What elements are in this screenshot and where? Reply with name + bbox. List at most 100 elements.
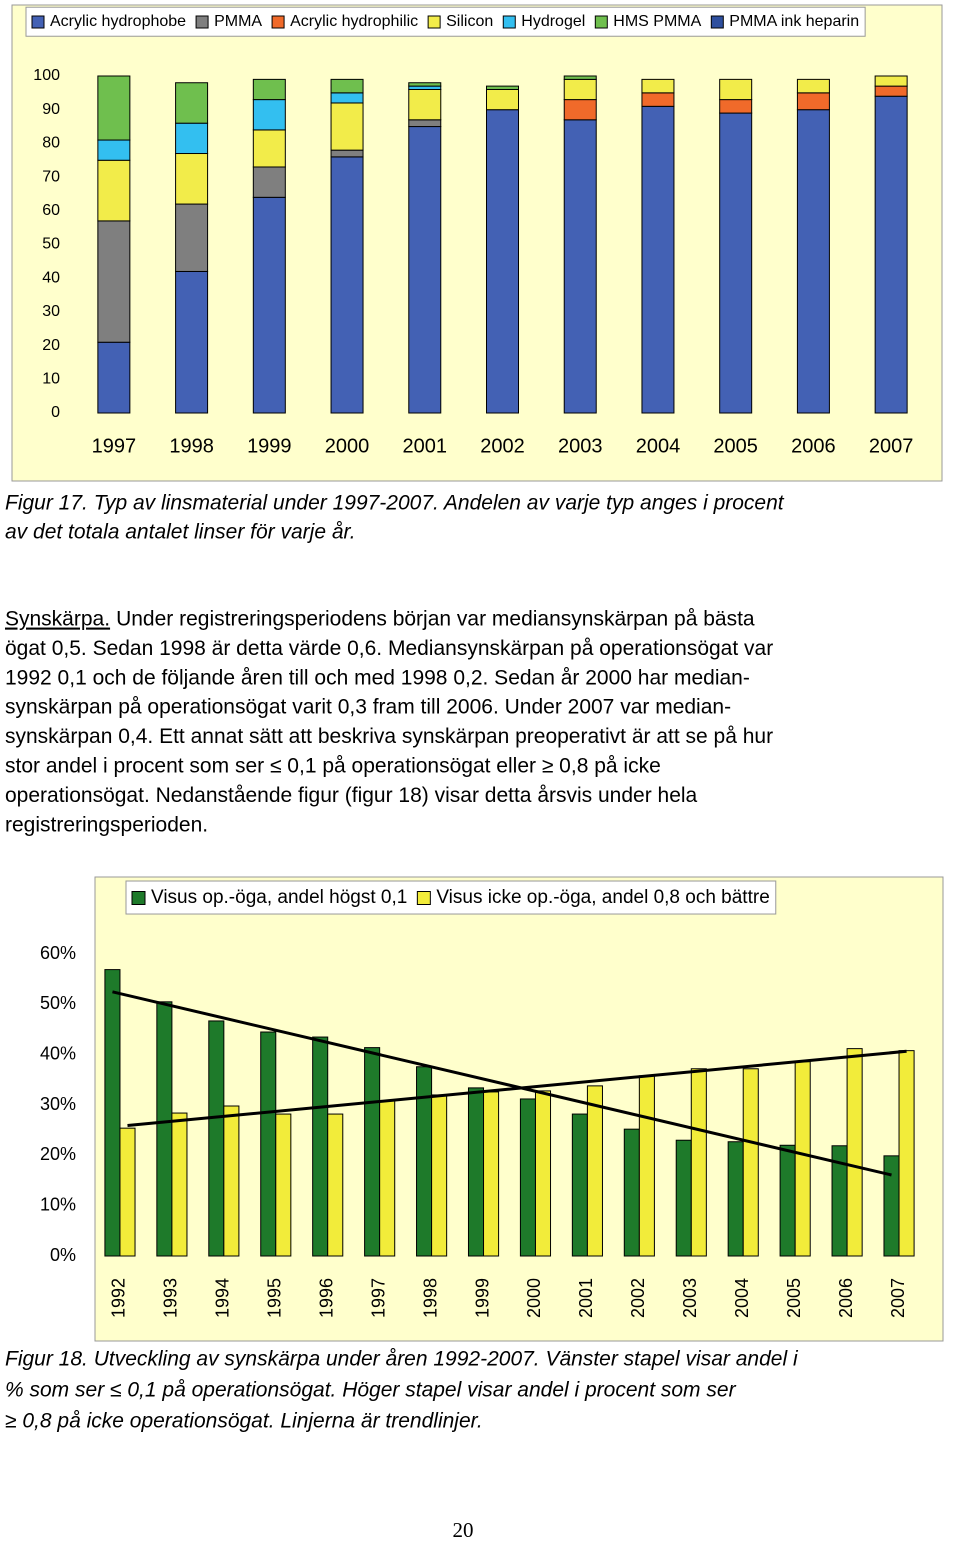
y-tick-label: 60 xyxy=(42,202,60,219)
x-tick-label: 1995 xyxy=(265,1278,285,1318)
legend-box xyxy=(25,6,866,37)
bar xyxy=(364,1047,381,1257)
bar xyxy=(379,1100,396,1257)
caption-18-line: Figur 18. Utveckling av synskärpa under … xyxy=(5,1348,799,1371)
legend-swatch xyxy=(427,15,441,29)
caption-18-line: % som ser ≤ 0,1 på operationsögat. Höger… xyxy=(5,1379,737,1402)
x-tick-label: 2003 xyxy=(680,1278,700,1318)
bar xyxy=(416,1066,433,1257)
legend-label: PMMA xyxy=(214,13,262,30)
bar-segment xyxy=(408,82,442,87)
bar-segment xyxy=(408,85,442,90)
legend-swatch xyxy=(416,891,431,905)
bar xyxy=(675,1139,692,1257)
y-tick-label: 40% xyxy=(40,1043,76,1063)
y-tick-label: 0% xyxy=(50,1245,76,1265)
x-tick-label: 1997 xyxy=(92,435,137,457)
paragraph-line: registreringsperioden. xyxy=(5,813,208,836)
bar-segment xyxy=(719,112,753,414)
bar-segment xyxy=(252,129,286,168)
bar xyxy=(327,1113,344,1257)
x-tick-label: 1994 xyxy=(213,1278,233,1318)
bar xyxy=(467,1087,485,1257)
x-tick-label: 2007 xyxy=(869,435,914,457)
bar-segment xyxy=(252,78,286,101)
bar-segment xyxy=(486,88,519,111)
bar-segment xyxy=(719,99,753,114)
bar-segment xyxy=(486,109,519,414)
trendline xyxy=(127,1049,907,1128)
x-tick-label: 2004 xyxy=(636,435,681,457)
x-tick-label: 2002 xyxy=(628,1278,648,1318)
bar-segment xyxy=(874,75,908,87)
y-tick-label: 30 xyxy=(42,303,60,320)
bar xyxy=(571,1113,588,1257)
bar-segment xyxy=(330,92,364,104)
x-tick-label: 1993 xyxy=(161,1278,181,1318)
paragraph-line: 1992 0,1 och de följande åren till och m… xyxy=(5,666,750,689)
y-tick-label: 90 xyxy=(42,101,60,118)
x-tick-label: 2001 xyxy=(403,435,448,457)
legend-label: Visus op.-öga, andel högst 0,1 xyxy=(151,887,407,908)
legend-box xyxy=(125,880,777,915)
legend-label: HMS PMMA xyxy=(613,13,701,30)
bar-segment xyxy=(796,78,830,94)
bar xyxy=(104,969,121,1257)
x-tick-label: 2006 xyxy=(791,435,836,457)
x-tick-label: 2000 xyxy=(524,1278,544,1318)
bar-segment xyxy=(97,341,131,414)
bar xyxy=(156,1001,173,1257)
bar-segment xyxy=(252,99,286,131)
legend-label: Visus icke op.-öga, andel 0,8 och bättre xyxy=(436,887,769,908)
bar xyxy=(312,1036,329,1257)
x-tick-label: 2001 xyxy=(576,1278,596,1318)
bar-segment xyxy=(719,78,753,101)
bar xyxy=(119,1127,136,1257)
bar xyxy=(623,1128,640,1257)
x-tick-label: 1998 xyxy=(420,1278,440,1318)
x-tick-label: 2007 xyxy=(888,1278,908,1318)
bar-segment xyxy=(175,153,209,205)
legend-label: Acrylic hydrophilic xyxy=(290,13,418,30)
bar-segment xyxy=(175,203,209,272)
bar xyxy=(794,1061,811,1257)
bar-segment xyxy=(796,109,830,414)
y-tick-label: 10% xyxy=(40,1194,76,1214)
y-tick-label: 50% xyxy=(40,993,76,1013)
bar xyxy=(742,1068,759,1257)
bar-segment xyxy=(97,75,131,141)
bar xyxy=(275,1113,292,1257)
bar-segment xyxy=(97,220,131,343)
bar-segment xyxy=(408,119,442,128)
caption-17-line: av det totala antalet linser för varje å… xyxy=(5,521,356,544)
x-tick-label: 2000 xyxy=(325,435,370,457)
bar xyxy=(638,1075,655,1257)
x-tick-label: 2004 xyxy=(732,1278,752,1318)
bar-segment xyxy=(175,122,209,155)
bar xyxy=(779,1144,796,1257)
y-tick-label: 0 xyxy=(51,404,60,421)
legend-swatch xyxy=(710,15,724,29)
bar xyxy=(223,1105,240,1257)
y-tick-label: 10 xyxy=(42,371,60,388)
bar-segment xyxy=(874,95,908,414)
y-tick-label: 50 xyxy=(42,236,60,253)
bar-segment xyxy=(330,156,364,414)
paragraph-line: ögat 0,5. Sedan 1998 är detta värde 0,6.… xyxy=(5,637,773,660)
caption-18-line: ≥ 0,8 på icke operationsögat. Linjerna ä… xyxy=(5,1410,483,1433)
x-tick-label: 1998 xyxy=(169,435,214,457)
legend-label: Acrylic hydrophobe xyxy=(50,13,186,30)
y-tick-label: 100 xyxy=(33,67,60,84)
x-tick-label: 1999 xyxy=(247,435,292,457)
x-tick-label: 2005 xyxy=(713,435,758,457)
bar-segment xyxy=(252,196,286,414)
x-tick-label: 1997 xyxy=(368,1278,388,1318)
bar xyxy=(208,1020,225,1257)
legend-swatch xyxy=(594,15,608,29)
x-tick-label: 1996 xyxy=(316,1278,336,1318)
trendline xyxy=(112,990,892,1177)
x-tick-label: 2002 xyxy=(480,435,525,457)
page-number: 20 xyxy=(453,1518,474,1542)
bar xyxy=(690,1068,707,1257)
x-tick-label: 2006 xyxy=(836,1278,856,1318)
